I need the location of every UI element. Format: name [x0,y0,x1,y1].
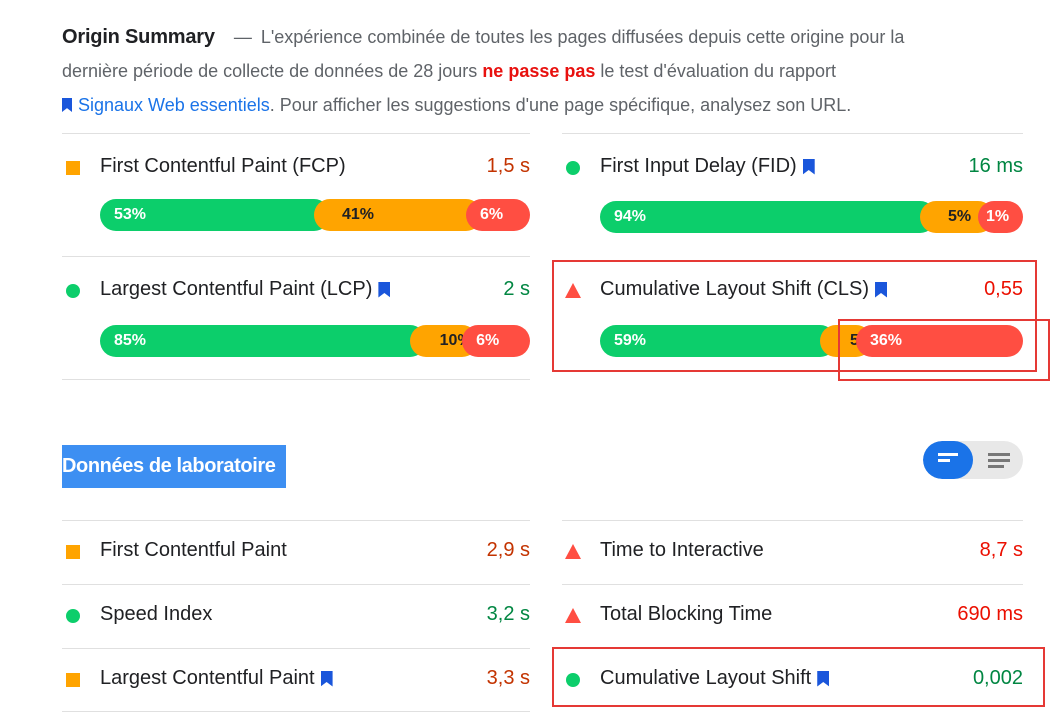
metric-label: Speed Index [100,603,213,625]
metric-value: 16 ms [968,155,1023,177]
fast-circle-icon [566,161,580,175]
poor-triangle-icon [565,283,581,298]
summary-text-1: L'expérience combinée de toutes les page… [62,27,905,81]
metric-value: 0,55 [984,278,1023,300]
lab-metric-speed-index: Speed Index 3,2 s [62,603,530,633]
core-web-vitals-link[interactable]: Signaux Web essentiels [62,95,270,115]
poor-triangle-icon [565,544,581,559]
metric-value: 3,2 s [486,603,530,625]
summary-dash: — [233,27,252,47]
metric-fcp: First Contentful Paint (FCP) 1,5 s [62,155,530,185]
bookmark-icon[interactable] [875,281,888,298]
metric-label: Cumulative Layout Shift (CLS) [600,278,870,300]
bookmark-icon[interactable] [378,281,391,298]
distribution-bar-cls: 59% 5% 36% [600,325,1023,357]
highlight-box-lab-cls [552,647,1045,707]
bar-segment-slow: 6% [466,199,530,231]
metric-lcp: Largest Contentful Paint (LCP) 2 s [62,278,530,308]
bar-segment-fast: 85% [100,325,426,357]
bookmark-icon[interactable] [320,670,333,687]
metric-label: First Input Delay (FID) [600,155,797,177]
highlight-box-cls-poor [838,319,1050,381]
bar-segment-slow: 36% [856,325,1023,357]
bar-segment-slow: 1% [978,201,1023,233]
metric-label: First Contentful Paint (FCP) [100,155,346,177]
bar-segment-fast: 53% [100,199,330,231]
bar-segment-average: 41% [314,199,482,231]
divider [62,584,530,585]
metric-label-wrap: Cumulative Layout Shift (CLS) [600,278,888,301]
distribution-bar-lcp: 85% 10% 6% [100,325,530,357]
bookmark-icon[interactable] [817,670,830,687]
fast-circle-icon [66,609,80,623]
summary-text-3: . Pour afficher les suggestions d'une pa… [269,95,852,115]
divider [62,379,530,380]
short-lines-icon [938,453,960,467]
metric-label: First Contentful Paint [100,539,287,561]
bookmark-icon [62,98,72,112]
average-square-icon [66,673,80,687]
divider [562,520,1023,521]
status-fail: ne passe pas [482,61,596,81]
metric-label: Largest Contentful Paint (LCP) [100,278,373,300]
origin-summary-title: Origin Summary [62,26,215,48]
bookmark-icon[interactable] [802,158,815,175]
metric-value: 2,9 s [486,539,530,561]
lab-metric-fcp: First Contentful Paint 2,9 s [62,539,530,569]
metric-fid: First Input Delay (FID) 16 ms [562,155,1023,185]
bar-segment-slow: 6% [462,325,530,357]
lab-metric-lcp: Largest Contentful Paint 3,3 s [62,667,530,697]
metric-label-wrap: Largest Contentful Paint [100,667,333,690]
highlight-box-cls [552,260,1037,372]
summary-view-button[interactable] [923,441,973,479]
core-web-vitals-link-label: Signaux Web essentiels [78,95,270,115]
metric-label-wrap: First Input Delay (FID) [600,155,815,178]
lab-data-title: Données de laboratoire [62,445,286,488]
metric-value: 2 s [503,278,530,300]
divider [62,520,530,521]
bar-segment-fast: 94% [600,201,936,233]
metric-label: Time to Interactive [600,539,764,561]
divider [562,584,1023,585]
divider [562,133,1023,134]
metric-value: 0,002 [972,667,1023,689]
divider [62,133,530,134]
bar-segment-fast: 59% [600,325,836,357]
metric-cls: Cumulative Layout Shift (CLS) 0,55 [562,278,1023,308]
view-toggle[interactable] [923,441,1023,479]
summary-text-2: le test d'évaluation du rapport [600,61,836,81]
average-square-icon [66,161,80,175]
lab-metric-cls: Cumulative Layout Shift 0,002 [562,667,1023,697]
divider [62,256,530,257]
metric-value: 1,5 s [486,155,530,177]
divider [62,648,530,649]
fast-circle-icon [66,284,80,298]
fast-circle-icon [566,673,580,687]
metric-label: Largest Contentful Paint [100,667,315,689]
poor-triangle-icon [565,608,581,623]
metric-value: 3,3 s [486,667,530,689]
list-lines-icon [988,453,1010,468]
lab-metric-tbt: Total Blocking Time 690 ms [562,603,1023,633]
average-square-icon [66,545,80,559]
metric-value: 690 ms [957,603,1023,625]
metric-label-wrap: Largest Contentful Paint (LCP) [100,278,391,301]
distribution-bar-fcp: 53% 41% 6% [100,199,530,231]
divider [62,711,530,712]
metric-label: Total Blocking Time [600,603,773,625]
detail-view-button[interactable] [973,441,1023,479]
lab-metric-tti: Time to Interactive 8,7 s [562,539,1023,569]
metric-label-wrap: Cumulative Layout Shift [600,667,830,690]
metric-value: 8,7 s [979,539,1023,561]
metric-label: Cumulative Layout Shift [600,667,812,689]
origin-summary: Origin Summary — L'expérience combinée d… [62,20,962,122]
distribution-bar-fid: 94% 5% 1% [600,201,1023,233]
